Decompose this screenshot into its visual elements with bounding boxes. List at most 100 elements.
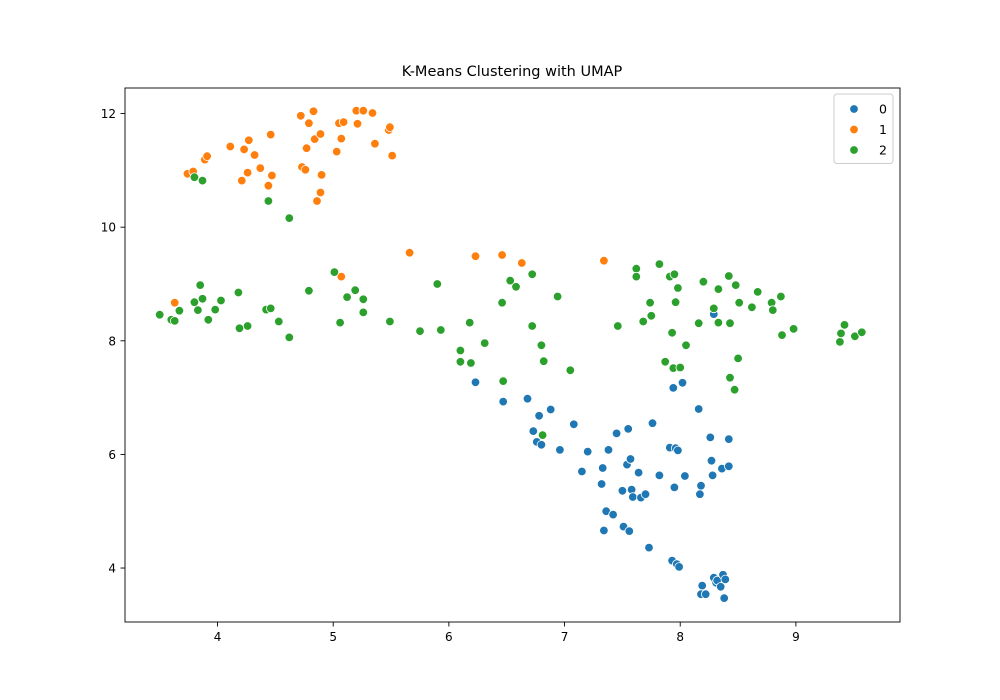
scatter-point [694, 318, 704, 328]
scatter-point [266, 303, 276, 314]
scatter-point [316, 170, 327, 180]
scatter-point [608, 509, 618, 520]
scatter-point [528, 426, 539, 436]
legend-label: 0 [879, 102, 887, 117]
scatter-point [233, 287, 244, 298]
scatter-point [555, 445, 565, 455]
scatter-point [329, 267, 340, 277]
scatter-point [569, 419, 579, 430]
scatter-point [193, 305, 203, 315]
scatter-point [713, 284, 724, 294]
scatter-point [633, 467, 644, 478]
scatter-point [654, 470, 665, 481]
legend-label: 1 [879, 122, 887, 137]
y-axis: 4 6 8 10 12 [101, 107, 125, 576]
scatter-point [358, 105, 369, 116]
scatter-point [719, 593, 729, 603]
scatter-point [850, 331, 860, 342]
scatter-point [705, 432, 716, 443]
scatter-point [534, 411, 544, 421]
scatter-point [631, 271, 642, 282]
scatter-point [624, 526, 635, 536]
scatter-point [315, 129, 326, 139]
scatter-point [667, 328, 677, 338]
scatter-point [465, 317, 475, 328]
scatter-point [332, 146, 342, 157]
scatter-point [336, 133, 347, 144]
scatter-point [677, 378, 688, 388]
points-layer [154, 105, 867, 603]
scatter-point [646, 311, 657, 321]
legend-label: 2 [879, 143, 887, 158]
scatter-point [776, 291, 786, 302]
scatter-point [731, 280, 741, 290]
scatter-point [189, 297, 200, 307]
scatter-point [308, 106, 319, 117]
scatter-point [455, 345, 466, 356]
scatter-point [370, 138, 380, 149]
scatter-point [174, 306, 185, 316]
scatter-point [197, 175, 208, 186]
scatter-point [300, 165, 311, 175]
scatter-point [284, 332, 295, 343]
scatter-point [225, 141, 236, 152]
scatter-point [338, 117, 349, 127]
x-tick-label: 9 [792, 630, 800, 644]
scatter-point [350, 285, 360, 295]
x-axis: 4 5 6 7 8 9 [214, 622, 800, 644]
scatter-point [552, 291, 563, 302]
scatter-point [415, 326, 425, 336]
scatter-point [734, 298, 744, 308]
scatter-point [724, 461, 734, 472]
scatter-point [505, 275, 515, 286]
scatter-point [266, 129, 276, 140]
scatter-point [674, 562, 684, 572]
scatter-point [249, 150, 260, 160]
y-tick-label: 10 [101, 221, 116, 235]
scatter-point [154, 310, 165, 320]
scatter-point [263, 180, 274, 191]
scatter-point [498, 396, 508, 407]
scatter-point [539, 356, 549, 366]
scatter-point [713, 317, 724, 328]
scatter-point [725, 373, 735, 383]
legend: 0 1 2 [833, 93, 894, 164]
scatter-point [536, 440, 547, 450]
scatter-point [725, 318, 735, 328]
scatter-point [623, 424, 633, 434]
scatter-point [336, 271, 347, 282]
scatter-point [274, 316, 284, 327]
scatter-point [645, 298, 655, 308]
scatter-point [599, 525, 609, 536]
scatter-point [432, 279, 443, 289]
scatter-point [598, 463, 608, 473]
scatter-point [216, 295, 226, 306]
scatter-point [695, 489, 705, 499]
scatter-point [497, 298, 507, 308]
y-tick-label: 12 [101, 107, 116, 121]
scatter-point [753, 287, 763, 297]
scatter-point [284, 213, 295, 223]
scatter-point [724, 271, 734, 281]
scatter-point [644, 542, 654, 553]
y-tick-label: 6 [108, 448, 116, 462]
scatter-point [720, 574, 731, 585]
scatter-point [857, 327, 867, 338]
legend-box [833, 93, 894, 164]
x-tick-label: 8 [676, 630, 684, 644]
scatter-point [654, 259, 665, 269]
scatter-point [638, 316, 648, 327]
scatter-point [670, 297, 681, 307]
scatter-point [352, 119, 363, 129]
scatter-point [680, 471, 690, 481]
scatter-point [527, 321, 537, 331]
scatter-point [706, 456, 717, 466]
scatter-point [522, 394, 533, 404]
scatter-point [668, 383, 679, 393]
scatter-point [536, 340, 547, 351]
scatter-point [716, 582, 726, 592]
scatter-point [698, 277, 709, 287]
scatter-point [210, 304, 220, 315]
scatter-point [470, 377, 481, 388]
scatter-point [669, 269, 680, 280]
